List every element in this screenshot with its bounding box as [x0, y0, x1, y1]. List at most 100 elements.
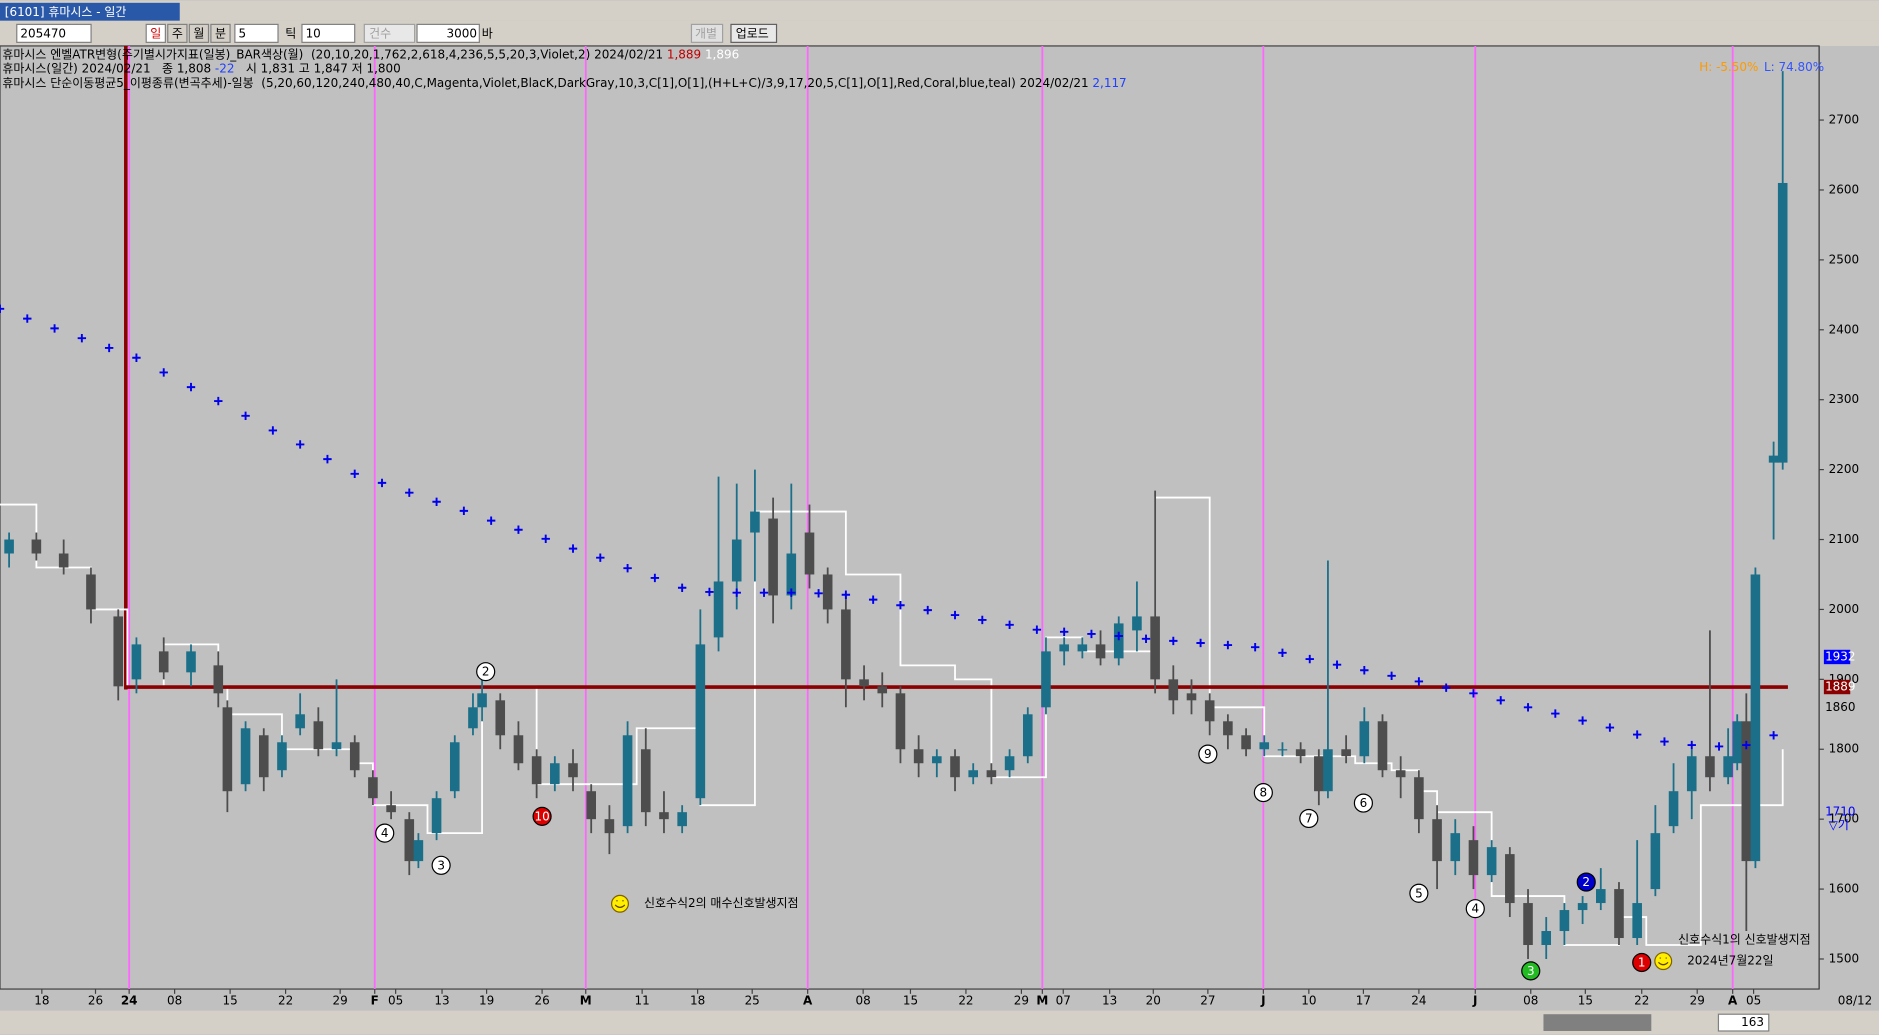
signal-marker [1299, 808, 1319, 829]
candle-body [1559, 910, 1570, 932]
period-button[interactable] [167, 23, 188, 43]
step-line [0, 496, 1784, 946]
period: 분 [215, 26, 226, 40]
minute-select[interactable] [234, 23, 279, 43]
cross-marker [596, 553, 605, 562]
candle-body [113, 616, 124, 687]
candle-body [1486, 847, 1497, 876]
candle-body [86, 574, 96, 610]
candle-body [913, 749, 924, 764]
cross-marker [1687, 740, 1696, 750]
y-tick-label: 2100 [1829, 532, 1859, 546]
period-button[interactable] [210, 23, 231, 43]
legend-part: 휴마시스 단순이동평균5_이평종류(변곡추세)-일봉 (5,20,60,120,… [2, 76, 1092, 90]
x-tick-label: 13 [1102, 994, 1117, 1008]
signal-marker [1465, 899, 1485, 919]
note: 신호수식1의 신호발생지점 [1678, 933, 1811, 947]
candle-body [1004, 756, 1015, 771]
y-tick-label: 2500 [1829, 252, 1859, 266]
note: 2024년7월22일 [1687, 954, 1773, 968]
cross-marker [1305, 654, 1314, 664]
cross-marker [1032, 625, 1042, 634]
candle-body [1041, 651, 1051, 708]
signal-marker [1632, 952, 1652, 973]
cross-marker [104, 343, 114, 353]
tick-select[interactable] [301, 23, 356, 43]
signal-label: 2 [482, 665, 490, 679]
individual-button[interactable] [690, 23, 724, 43]
candle-body [895, 693, 906, 750]
upload-button[interactable] [730, 23, 778, 43]
x-tick-label: 08 [1523, 994, 1538, 1008]
cross-marker [623, 563, 632, 573]
candle-body [950, 756, 960, 778]
legend-part: 시 1,831 고 1,847 저 1,800 [234, 61, 400, 75]
window-tab[interactable] [0, 2, 180, 21]
cross-marker [486, 516, 496, 525]
zoom-input[interactable] [1717, 1013, 1770, 1032]
candle-body [58, 553, 69, 568]
cross-marker [787, 588, 796, 597]
x-tick-label: 22 [278, 994, 293, 1008]
candle-body [386, 805, 396, 813]
signal-label: 6 [1360, 796, 1368, 810]
cross-marker [23, 314, 32, 323]
candle-body [1668, 791, 1679, 827]
cross-marker [1714, 742, 1724, 751]
candle-body [1705, 756, 1715, 778]
period: 일 [150, 26, 161, 40]
candle-body [431, 798, 442, 834]
candle-body [4, 539, 14, 554]
cross-marker [77, 333, 87, 343]
cross-marker [1414, 677, 1424, 686]
signal-label: 2 [1582, 875, 1590, 889]
upload: 업로드 [736, 26, 769, 40]
count-label: 건수 [369, 26, 391, 40]
candle-body [1168, 679, 1179, 701]
cross-marker [1114, 631, 1123, 641]
period-button[interactable] [188, 23, 210, 43]
candle-body [1295, 749, 1306, 757]
signal-label: 8 [1260, 786, 1268, 800]
candle-body [1314, 756, 1324, 792]
scroll-value: 163 [1741, 1015, 1764, 1029]
y-tick-label: 1500 [1829, 951, 1859, 965]
x-tick-label: 15 [1578, 994, 1593, 1008]
candle-body [1732, 721, 1743, 764]
candle-body [986, 770, 997, 778]
signal-label: 10 [534, 809, 549, 823]
candle-body [1750, 574, 1761, 862]
candle-body [1777, 182, 1788, 463]
count-input[interactable] [416, 23, 480, 43]
candle-body [677, 812, 687, 827]
cross-marker [1469, 689, 1478, 698]
signal-label: 3 [1527, 964, 1535, 978]
cross-marker [1059, 627, 1069, 636]
candle-body [258, 735, 269, 778]
count-select[interactable] [363, 23, 416, 43]
candle-body [313, 721, 324, 750]
cross-marker [650, 573, 660, 583]
signal-label: 7 [1305, 812, 1313, 826]
x-tick-label: F [371, 994, 379, 1008]
candle-body [1277, 749, 1288, 751]
signal-marker [1353, 793, 1373, 813]
x-tick-label: 27 [1200, 994, 1215, 1008]
price-tag-box [1823, 649, 1851, 665]
scroll-thumb[interactable] [1543, 1014, 1652, 1031]
cross-marker [1360, 666, 1369, 675]
individual: 개별 [695, 26, 717, 40]
code-input[interactable] [16, 23, 92, 43]
candle-body [1241, 735, 1251, 750]
candle-body [859, 679, 869, 687]
cross-marker [241, 411, 250, 420]
cross-marker [677, 583, 687, 592]
signal-label: 9 [1204, 747, 1212, 761]
hl-label: L: 74.80% [1764, 60, 1824, 74]
cross-marker [1169, 636, 1178, 646]
candle-body [786, 553, 797, 596]
period-button[interactable] [145, 23, 166, 43]
price-tag: 1710 [1825, 805, 1855, 819]
scrollbar[interactable] [0, 1010, 1879, 1035]
